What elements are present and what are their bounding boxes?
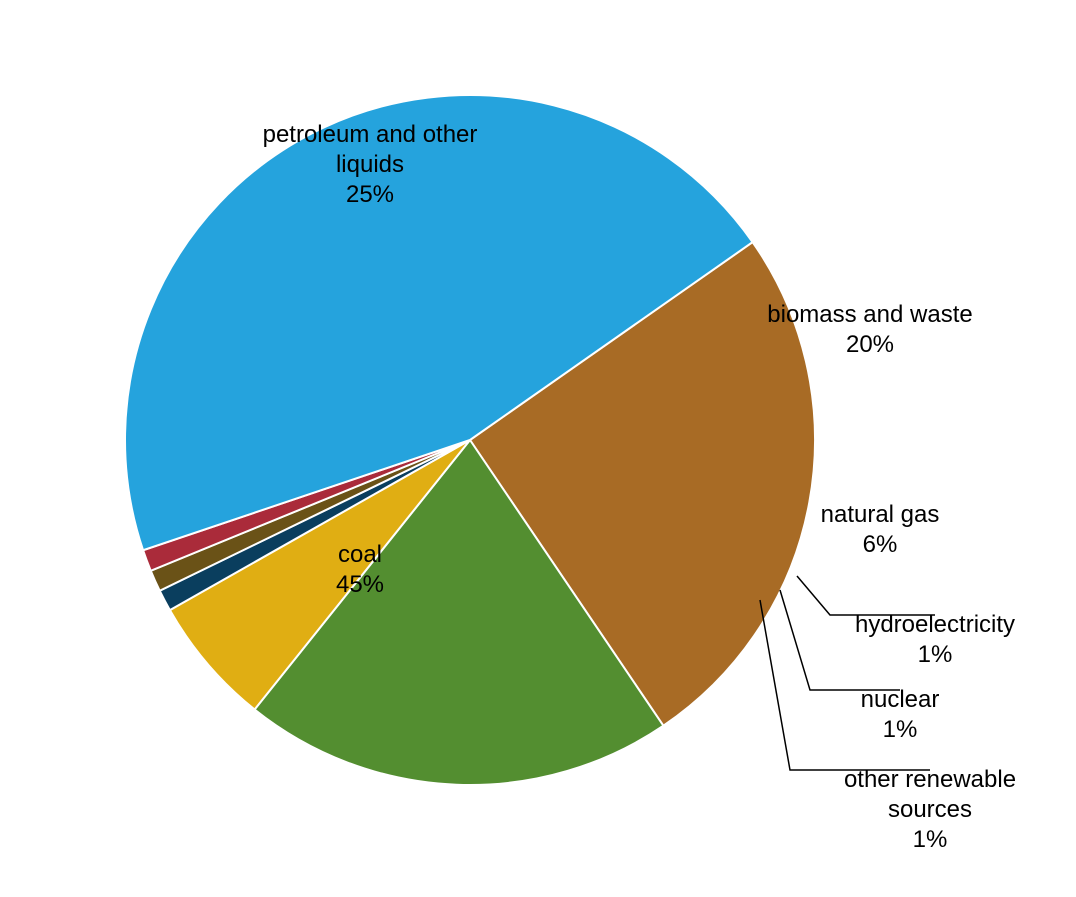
slice-label: coal 45% <box>336 540 384 600</box>
pie-chart: petroleum and other liquids 25% biomass a… <box>0 0 1076 897</box>
pie-svg <box>0 0 1076 897</box>
slice-label: other renewable sources 1% <box>844 765 1016 855</box>
slice-label: petroleum and other liquids 25% <box>263 120 478 210</box>
slice-label: biomass and waste 20% <box>767 300 972 360</box>
slice-label: nuclear 1% <box>861 685 940 745</box>
slice-label: natural gas 6% <box>821 500 940 560</box>
slice-label: hydroelectricity 1% <box>855 610 1015 670</box>
